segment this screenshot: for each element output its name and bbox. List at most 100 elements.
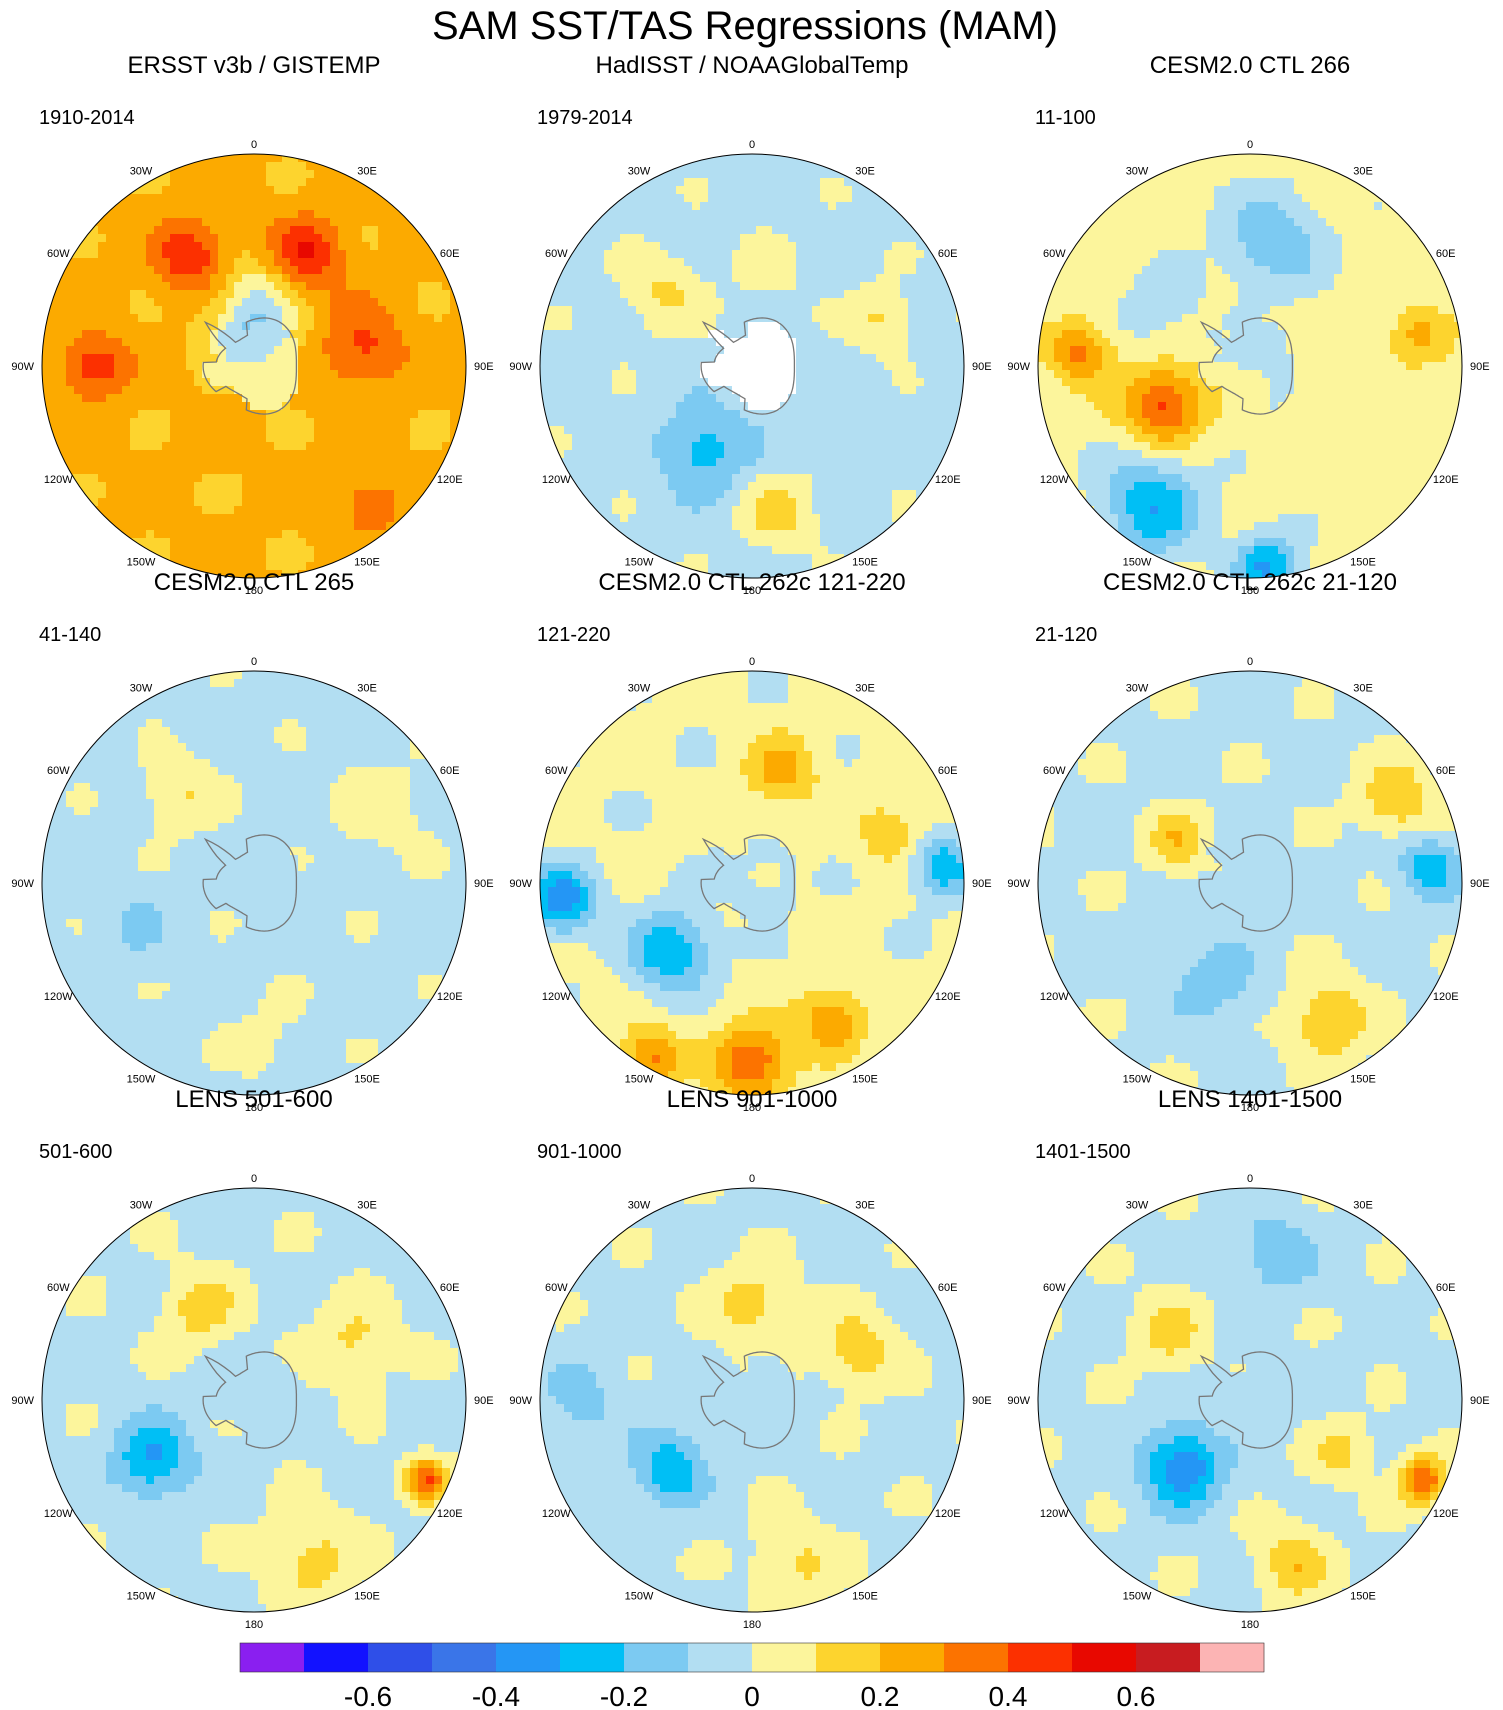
field-cell [692,506,701,515]
field-cell [114,506,123,515]
field-cell [748,250,757,259]
field-cell [218,154,227,163]
field-cell [948,370,957,379]
field-cell [764,186,773,195]
field-cell [266,178,275,187]
field-cell [338,242,347,251]
field-cell [346,178,355,187]
field-cell [804,186,813,195]
field-cell [314,154,323,163]
field-cell [154,202,163,211]
field-cell [98,298,107,307]
field-cell [434,434,443,443]
field-cell [700,450,709,459]
field-cell [676,218,685,227]
field-cell [1270,226,1279,235]
field-cell [828,522,837,531]
field-cell [852,298,861,307]
field-cell [828,378,837,387]
field-cell [274,546,283,555]
field-cell [434,426,443,435]
field-cell [748,570,757,578]
field-cell [636,218,645,227]
field-cell [636,466,645,475]
field-cell [434,258,443,267]
field-cell [170,514,179,523]
field-cell [1326,186,1335,195]
field-cell [194,418,203,427]
field-cell [868,458,877,467]
field-cell [564,290,573,299]
field-cell [346,402,355,411]
field-cell [170,170,179,179]
field-cell [1294,186,1303,195]
field-cell [354,458,363,467]
field-cell [892,346,901,355]
field-cell [716,554,725,563]
field-cell [916,362,925,371]
field-cell [820,522,829,531]
field-cell [306,410,315,419]
field-cell [740,298,749,307]
field-cell [378,194,387,203]
field-cell [114,218,123,227]
field-cell [1262,178,1271,187]
field-cell [604,394,613,403]
field-cell [812,266,821,275]
field-cell [564,418,573,427]
field-cell [780,330,789,339]
field-cell [724,482,733,491]
field-cell [748,266,757,275]
field-cell [756,546,765,555]
field-cell [1190,162,1199,171]
field-cell [1134,194,1143,203]
field-cell [860,274,869,283]
field-cell [378,514,387,523]
field-cell [588,450,597,459]
field-cell [322,306,331,315]
field-cell [322,450,331,459]
field-cell [812,506,821,515]
field-cell [596,410,605,419]
field-cell [346,322,355,331]
field-cell [708,402,717,411]
field-cell [138,498,147,507]
field-cell [860,530,869,539]
field-cell [676,370,685,379]
field-cell [596,386,605,395]
field-cell [804,362,813,371]
field-cell [346,410,355,419]
field-cell [210,522,219,531]
field-cell [346,546,355,555]
field-cell [226,242,235,251]
field-cell [66,370,75,379]
field-cell [780,354,789,363]
field-cell [1286,170,1295,179]
field-cell [868,250,877,259]
field-cell [434,418,443,427]
field-cell [162,362,171,371]
field-cell [338,402,347,411]
field-cell [628,330,637,339]
field-cell [186,530,195,539]
field-cell [138,234,147,243]
field-cell [868,474,877,483]
field-cell [732,210,741,219]
field-cell [828,474,837,483]
field-cell [868,298,877,307]
field-cell [330,474,339,483]
field-cell [426,354,435,363]
field-cell [652,234,661,243]
field-cell [652,330,661,339]
field-cell [418,378,427,387]
field-cell [764,402,773,411]
field-cell [258,226,267,235]
field-cell [836,170,845,179]
field-cell [306,402,315,411]
field-cell [1286,194,1295,203]
field-cell [202,442,211,451]
field-cell [916,450,925,459]
field-cell [684,306,693,315]
field-cell [410,314,419,323]
field-cell [684,482,693,491]
